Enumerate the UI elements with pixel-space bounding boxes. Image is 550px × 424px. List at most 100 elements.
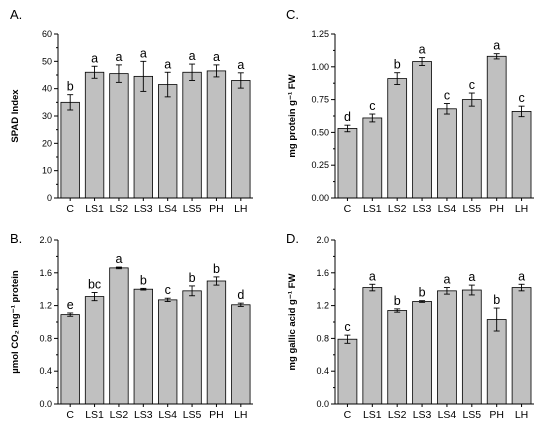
bar-ls2 (109, 73, 129, 199)
bar-lh (511, 111, 532, 199)
error-bar (419, 57, 426, 66)
bar-ls3 (133, 288, 153, 405)
x-tick-label: LS1 (85, 203, 104, 215)
significance-letter: a (115, 252, 122, 266)
y-tick-label: 60 (42, 29, 52, 39)
bar-lh (231, 80, 251, 199)
error-bar (140, 287, 147, 291)
bar-ph (486, 319, 507, 405)
error-bar (67, 312, 74, 317)
x-tick-label: LH (234, 203, 247, 215)
x-tick-label: LS4 (438, 203, 457, 215)
x-tick-label: LH (234, 409, 247, 421)
x-tick-label: LS5 (183, 409, 202, 421)
error-bar (344, 334, 351, 344)
significance-letter: bc (88, 277, 101, 291)
error-bar (468, 92, 475, 107)
error-bar (189, 285, 196, 297)
significance-letter: d (344, 110, 351, 124)
significance-letter: a (369, 269, 376, 283)
bar-ls1 (84, 296, 105, 405)
error-bar (164, 71, 171, 98)
y-tick-label: 30 (42, 111, 52, 121)
bar-ls5 (461, 289, 482, 405)
significance-letter: b (419, 286, 426, 300)
x-tick-label: LS1 (363, 203, 382, 215)
x-tick-label: LH (515, 203, 528, 215)
error-bar (493, 53, 500, 60)
bar-c (60, 101, 80, 199)
error-bar (67, 94, 74, 111)
x-tick-label: LS3 (134, 203, 153, 215)
significance-letter: b (394, 294, 401, 308)
y-axis-label: µmol CO₂ mg⁻¹ protein (10, 270, 21, 374)
y-tick-label: 1.2 (39, 301, 52, 311)
x-tick-label: PH (489, 409, 504, 421)
significance-letter: a (237, 58, 244, 72)
significance-letter: a (518, 269, 525, 283)
significance-letter: a (419, 43, 426, 57)
x-tick-label: LS2 (110, 409, 129, 421)
error-bar (493, 307, 500, 332)
error-bar (468, 284, 475, 296)
significance-letter: c (444, 89, 450, 103)
significance-letter: c (369, 99, 375, 113)
panel-letter: B. (10, 231, 22, 246)
error-bar (115, 64, 122, 83)
significance-letter: a (115, 50, 122, 64)
significance-letter: d (237, 288, 244, 302)
bar-ls2 (387, 78, 408, 199)
significance-letter: a (140, 46, 147, 60)
significance-letter: a (213, 50, 220, 64)
bar-ph (486, 55, 507, 199)
error-bar (419, 300, 426, 303)
bar-ls5 (182, 290, 202, 405)
chart-panel-2: C. mg protein g⁻¹ FW d Cc LS1 b LS2 a LS3 c LS4 c LS… (286, 7, 534, 215)
x-tick-label: LS3 (413, 203, 432, 215)
y-tick-label: 1.6 (39, 268, 52, 278)
y-tick-label: 2.0 (316, 235, 329, 245)
significance-letter: b (140, 273, 147, 287)
significance-letter: b (213, 262, 220, 276)
x-tick-label: C (344, 409, 352, 421)
y-tick-label: 0.4 (39, 366, 52, 376)
x-tick-label: C (344, 203, 352, 215)
x-tick-label: LS3 (134, 409, 153, 421)
significance-letter: c (165, 283, 171, 297)
error-bar (394, 308, 401, 313)
error-bar (344, 124, 351, 133)
y-tick-label: 0.8 (316, 333, 329, 343)
error-bar (91, 65, 98, 79)
panel-letter: D. (286, 231, 299, 246)
significance-letter: c (518, 91, 524, 105)
error-bar (213, 64, 220, 78)
panel-letter: A. (10, 7, 22, 22)
y-tick-label: 1.6 (316, 268, 329, 278)
x-tick-label: C (66, 203, 74, 215)
bar-ls1 (362, 117, 383, 199)
y-tick-label: 0.0 (39, 399, 52, 409)
significance-letter: c (344, 320, 350, 334)
bar-ls3 (412, 61, 432, 199)
bar-ls4 (437, 108, 457, 199)
x-tick-label: C (66, 409, 74, 421)
y-tick-label: 50 (42, 56, 52, 66)
bar-ls3 (133, 75, 153, 199)
x-tick-label: PH (489, 203, 504, 215)
x-tick-label: LS2 (388, 203, 407, 215)
bar-ph (206, 70, 227, 199)
significance-letter: a (189, 49, 196, 63)
x-tick-label: LS1 (363, 409, 382, 421)
significance-letter: b (493, 293, 500, 307)
chart-panel-4: D. mg gallic acid g⁻¹ FW c Ca LS1 b LS2 b LS3 a LS… (286, 231, 534, 421)
bar-ph (206, 280, 227, 405)
y-tick-label: 2.0 (39, 235, 52, 245)
bar-ls4 (437, 290, 457, 405)
significance-letter: a (468, 270, 475, 284)
x-tick-label: LS4 (158, 203, 177, 215)
panel-letter: C. (286, 7, 299, 22)
bar-ls1 (362, 287, 383, 405)
bar-ls5 (182, 71, 202, 199)
x-tick-label: LH (515, 409, 528, 421)
